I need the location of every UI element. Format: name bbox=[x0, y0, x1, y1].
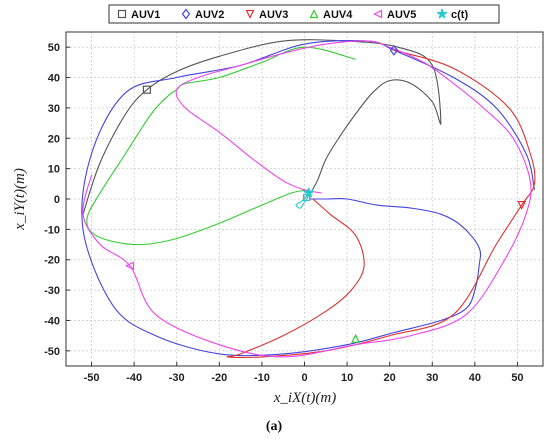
series-marker-auv4 bbox=[351, 333, 361, 343]
series-marker-auv1 bbox=[142, 85, 152, 94]
legend-marker-auv1 bbox=[117, 9, 127, 19]
series-line-auv3 bbox=[226, 49, 536, 359]
legend-marker-auv4 bbox=[309, 9, 319, 19]
x-tick-label: -20 bbox=[211, 372, 227, 384]
x-tick-label: 30 bbox=[426, 372, 438, 384]
y-axis-label: x_iY(t)(m) bbox=[12, 168, 28, 231]
legend-label-auv1: AUV1 bbox=[131, 9, 160, 21]
x-tick-label: -10 bbox=[254, 372, 270, 384]
figure-caption: (a) bbox=[266, 419, 283, 434]
y-tick-label: 30 bbox=[48, 103, 60, 115]
legend-box bbox=[108, 4, 500, 24]
series-line-auv5 bbox=[82, 40, 532, 358]
legend-marker-auv3 bbox=[245, 9, 255, 19]
x-tick-label: 40 bbox=[469, 372, 481, 384]
series-line-auv4 bbox=[86, 46, 356, 246]
y-tick-label: -50 bbox=[44, 346, 60, 358]
legend-marker-auv2 bbox=[181, 8, 191, 20]
y-tick-label: 10 bbox=[48, 164, 60, 176]
y-tick-label: 40 bbox=[48, 73, 60, 85]
x-tick-label: 20 bbox=[384, 372, 396, 384]
series-marker-auv5 bbox=[125, 261, 134, 271]
x-tick-label: 10 bbox=[341, 372, 353, 384]
x-tick-label: 0 bbox=[301, 372, 307, 384]
legend-label-auv4: AUV4 bbox=[323, 9, 353, 21]
y-tick-label: 20 bbox=[48, 133, 60, 145]
x-tick-label: 50 bbox=[511, 372, 523, 384]
x-tick-label: -40 bbox=[126, 372, 142, 384]
y-tick-label: 0 bbox=[54, 194, 60, 206]
legend-label-auv2: AUV2 bbox=[195, 9, 224, 21]
grid bbox=[66, 32, 543, 366]
y-tick-label: 50 bbox=[48, 42, 60, 54]
y-tick-label: -30 bbox=[44, 285, 60, 297]
legend-marker-auv5 bbox=[373, 9, 383, 19]
legend-label-ct: c(t) bbox=[451, 9, 468, 21]
series-marker-auv2 bbox=[389, 44, 399, 56]
y-tick-label: -40 bbox=[44, 315, 60, 327]
start-marker-ct bbox=[303, 194, 311, 201]
y-tick-label: -20 bbox=[44, 255, 60, 267]
legend-marker-ct bbox=[436, 8, 448, 19]
series-marker-auv3 bbox=[517, 200, 527, 210]
y-tick-labels: -50 -40 -30 -20 -10 0 10 20 30 40 50 bbox=[44, 42, 60, 358]
y-tick-label: -10 bbox=[44, 224, 60, 236]
legend: AUV1 AUV2 AUV3 AUV4 AUV5 c(t) bbox=[108, 4, 500, 24]
x-tick-label: -50 bbox=[84, 372, 100, 384]
legend-label-auv5: AUV5 bbox=[387, 9, 416, 21]
marker-layer bbox=[125, 44, 527, 343]
x-tick-label: -30 bbox=[169, 372, 185, 384]
legend-label-auv3: AUV3 bbox=[259, 9, 288, 21]
x-axis-label: x_iX(t)(m) bbox=[273, 390, 336, 406]
x-tick-labels: -50 -40 -30 -20 -10 0 10 20 30 40 50 bbox=[84, 372, 524, 384]
plot-frame bbox=[65, 31, 544, 367]
